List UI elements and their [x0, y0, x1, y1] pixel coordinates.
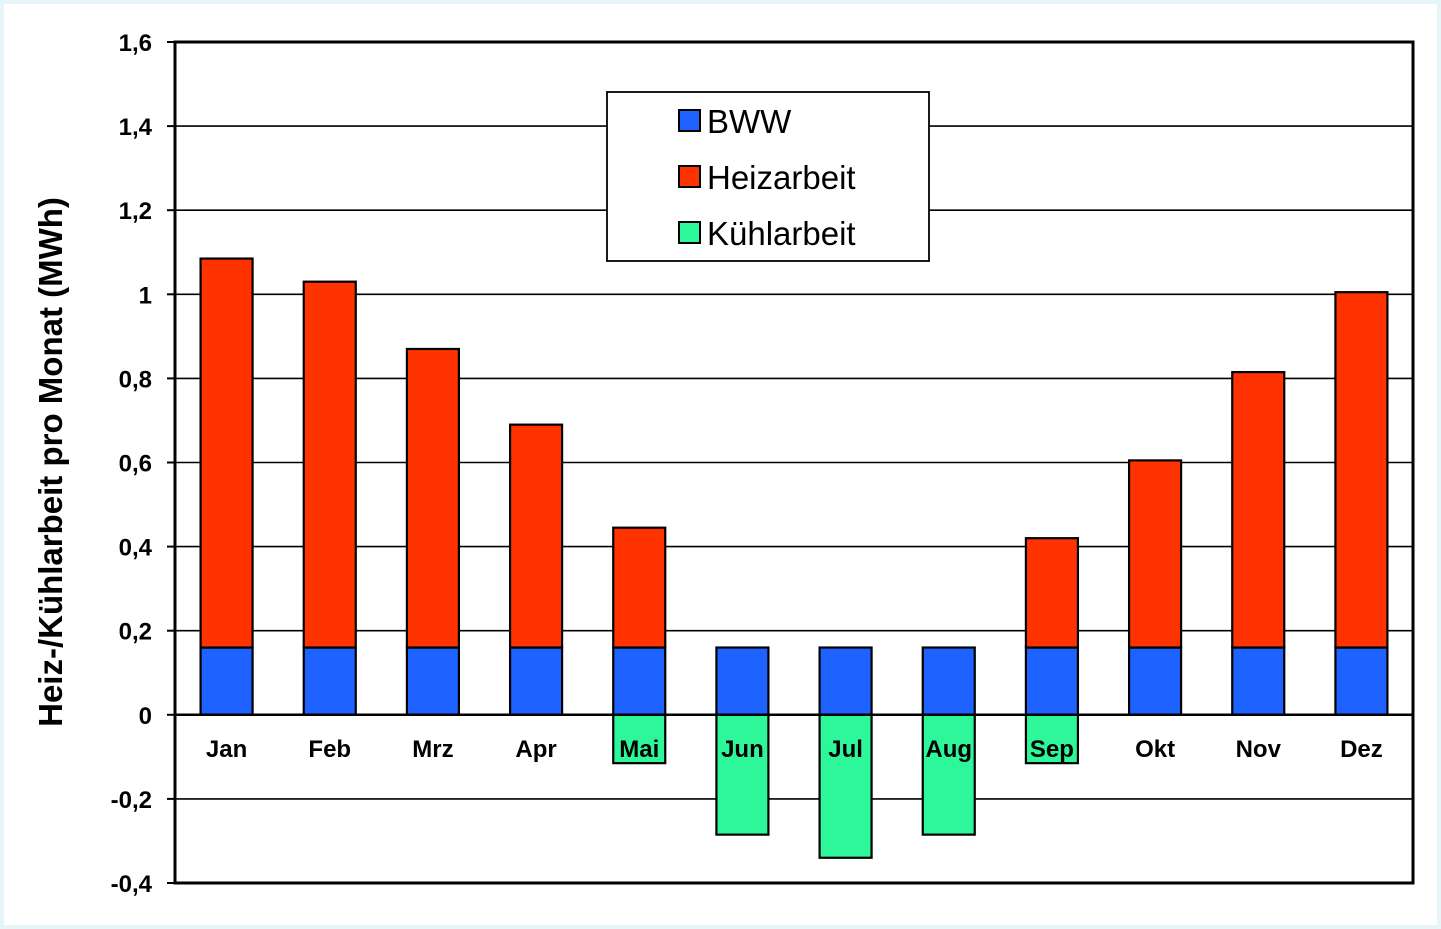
x-tick-labels: Jan Feb Mrz Apr Mai Jun Jul Aug Sep Okt Nov Dez — [206, 736, 1383, 763]
y-tick-label: 1 — [139, 282, 152, 309]
bar-heizarbeit-sep — [1024, 537, 1080, 649]
bar-heizarbeit-mrz — [405, 347, 461, 649]
legend-label: BWW — [707, 103, 792, 140]
y-tick-label: 1,6 — [119, 30, 152, 57]
legend-swatch — [678, 165, 701, 188]
bar-bww-aug — [921, 646, 976, 716]
bar-k-hlarbeit-mai — [612, 713, 667, 765]
bar-k-hlarbeit-jun — [715, 713, 770, 836]
bar-bww-feb — [302, 646, 357, 716]
y-tick-label: -0,2 — [111, 787, 152, 814]
bar-k-hlarbeit-sep — [1024, 713, 1080, 765]
x-tick-label: Dez — [1340, 736, 1383, 763]
bar-heizarbeit-okt — [1127, 459, 1183, 649]
bar-bww-nov — [1231, 646, 1286, 716]
bar-bww-sep — [1024, 646, 1080, 716]
axes — [167, 40, 1415, 885]
y-tick-label: 0,2 — [119, 619, 152, 646]
bar-bww-mrz — [405, 646, 461, 716]
x-tick-label: Jul — [828, 736, 863, 763]
x-tick-label: Aug — [925, 736, 972, 763]
gridlines — [175, 125, 1413, 800]
x-tick-label: Mrz — [412, 736, 453, 763]
bar-bww-jul — [818, 646, 873, 716]
bars — [199, 257, 1389, 859]
bar-bww-jun — [715, 646, 770, 716]
x-tick-label: Mai — [619, 736, 659, 763]
bar-bww-jan — [199, 646, 254, 716]
y-tick-label: 1,2 — [119, 198, 152, 225]
legend-box — [606, 91, 930, 262]
x-tick-label: Okt — [1135, 736, 1175, 763]
bar-heizarbeit-dez — [1334, 291, 1389, 649]
bar-bww-apr — [508, 646, 564, 716]
y-tick-label: 0,6 — [119, 451, 152, 478]
x-tick-label: Nov — [1236, 736, 1282, 763]
x-tick-label: Apr — [515, 736, 556, 763]
y-tick-label: 0,8 — [119, 366, 152, 393]
bar-bww-mai — [612, 646, 667, 716]
y-axis-label: Heiz-/Kühlarbeit pro Monat (MWh) — [32, 197, 69, 727]
y-tick-label: 0 — [139, 703, 152, 730]
bar-bww-okt — [1127, 646, 1183, 716]
bar-heizarbeit-mai — [612, 526, 667, 649]
bar-heizarbeit-feb — [302, 280, 357, 649]
y-tick-label: -0,4 — [111, 871, 153, 898]
x-tick-label: Feb — [308, 736, 351, 763]
bar-heizarbeit-apr — [508, 423, 564, 649]
y-tick-label: 1,4 — [119, 114, 153, 141]
y-tick-labels: -0,4 -0,2 0 0,2 0,4 0,6 0,8 1 1,2 1,4 1,6 — [111, 30, 153, 898]
bar-heizarbeit-jan — [199, 257, 254, 649]
x-tick-label: Sep — [1030, 736, 1074, 763]
x-tick-label: Jan — [206, 736, 247, 763]
legend-label: Heizarbeit — [707, 159, 856, 196]
bar-bww-dez — [1334, 646, 1389, 716]
y-tick-label: 0,4 — [119, 535, 153, 562]
bar-k-hlarbeit-aug — [921, 713, 976, 836]
bar-k-hlarbeit-jul — [818, 713, 873, 859]
bar-heizarbeit-nov — [1231, 370, 1286, 649]
legend: BWW Heizarbeit Kühlarbeit — [606, 91, 930, 262]
legend-swatch — [678, 109, 701, 132]
legend-label: Kühlarbeit — [707, 215, 856, 252]
legend-swatch — [678, 221, 701, 244]
x-tick-label: Jun — [721, 736, 764, 763]
